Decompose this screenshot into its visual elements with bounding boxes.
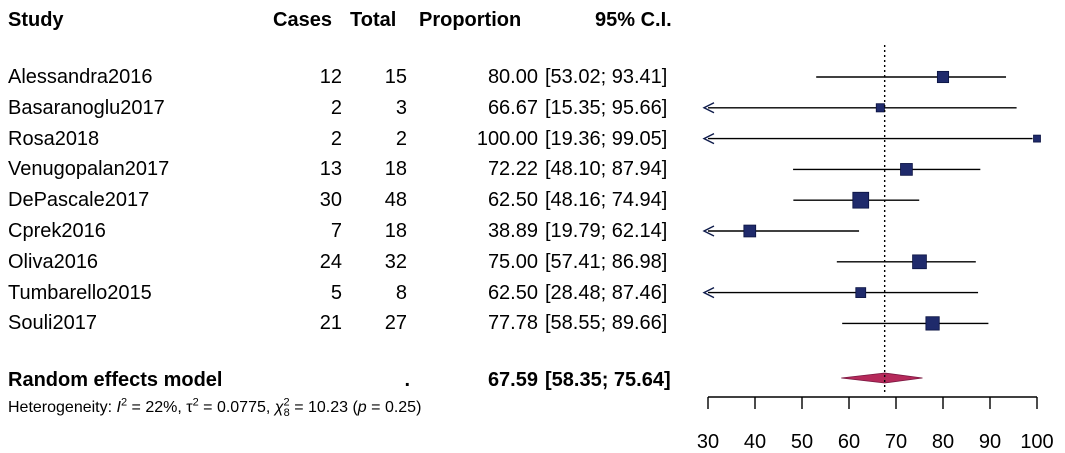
study-name: DePascale2017 xyxy=(8,189,150,212)
ci-arrow xyxy=(702,225,715,237)
x-tick-label: 40 xyxy=(744,431,766,453)
ci-arrow xyxy=(702,102,715,114)
x-tick-label: 60 xyxy=(838,431,860,453)
study-ci: [48.16; 74.94] xyxy=(545,189,668,212)
study-proportion: 62.50 xyxy=(487,281,538,304)
summary-proportion: 67.59 xyxy=(487,369,538,391)
heterogeneity-p: = 0.25) xyxy=(366,399,422,416)
study-cases: 5 xyxy=(330,281,342,304)
point-estimate-marker xyxy=(936,70,950,84)
study-total: 32 xyxy=(384,250,407,273)
study-cases: 30 xyxy=(319,189,342,212)
summary-label: Random effects model xyxy=(8,369,223,391)
study-name: Basaranoglu2017 xyxy=(8,96,165,119)
header-study: Study xyxy=(8,9,64,31)
summary-diamond xyxy=(841,372,923,384)
study-proportion: 100.00 xyxy=(476,127,538,150)
header-cases: Cases xyxy=(273,9,332,31)
study-total: 2 xyxy=(395,127,407,150)
heterogeneity-tau2: = 0.0775, xyxy=(198,399,275,416)
point-estimate-marker xyxy=(743,224,757,238)
study-cases: 2 xyxy=(330,127,342,150)
study-total: 15 xyxy=(384,66,407,88)
point-estimate-marker xyxy=(852,191,870,209)
ci-arrow xyxy=(702,132,715,145)
heterogeneity-prefix: Heterogeneity: xyxy=(8,399,117,416)
study-cases: 24 xyxy=(319,250,342,273)
header-proportion: Proportion xyxy=(419,9,522,31)
study-total: 27 xyxy=(384,312,407,335)
study-ci: [15.35; 95.66] xyxy=(545,96,668,119)
study-ci: [58.55; 89.66] xyxy=(545,312,668,335)
ci-arrow xyxy=(702,286,715,299)
study-proportion: 77.78 xyxy=(487,312,538,335)
study-proportion: 72.22 xyxy=(487,158,538,181)
study-total: 8 xyxy=(395,281,407,304)
study-proportion: 66.67 xyxy=(487,96,538,119)
study-name: Oliva2016 xyxy=(8,250,99,273)
x-tick-label: 80 xyxy=(932,431,954,453)
study-ci: [19.36; 99.05] xyxy=(545,127,668,150)
study-total: 48 xyxy=(384,189,407,212)
study-ci: [28.48; 87.46] xyxy=(545,281,668,304)
study-total: 18 xyxy=(384,220,407,242)
study-cases: 12 xyxy=(319,66,342,88)
heterogeneity-df: 8 xyxy=(283,407,290,420)
study-ci: [19.79; 62.14] xyxy=(545,220,668,242)
point-estimate-marker xyxy=(900,163,913,176)
study-cases: 7 xyxy=(330,220,342,242)
point-estimate-marker xyxy=(1033,134,1041,143)
x-tick-label: 50 xyxy=(791,431,813,453)
study-name: Rosa2018 xyxy=(8,127,100,150)
heterogeneity-i2: = 22%, xyxy=(131,399,187,416)
x-tick-label: 90 xyxy=(979,431,1001,453)
study-name: Tumbarello2015 xyxy=(8,281,152,304)
study-cases: 13 xyxy=(319,158,342,181)
study-cases: 2 xyxy=(330,96,342,119)
point-estimate-marker xyxy=(875,103,885,113)
point-estimate-marker xyxy=(912,254,927,270)
study-ci: [57.41; 86.98] xyxy=(545,250,668,273)
summary-ci: [58.35; 75.64] xyxy=(545,369,671,391)
study-proportion: 38.89 xyxy=(487,220,538,242)
x-tick-label: 70 xyxy=(885,431,907,453)
summary-cases: . xyxy=(404,369,410,391)
study-proportion: 62.50 xyxy=(487,189,538,212)
study-name: Cprek2016 xyxy=(8,220,106,242)
study-ci: [48.10; 87.94] xyxy=(545,158,668,181)
study-proportion: 80.00 xyxy=(487,66,538,88)
heterogeneity-stats: Heterogeneity: I2 = 22%, τ2 = 0.0775, χ2… xyxy=(8,396,422,420)
study-total: 18 xyxy=(384,158,407,181)
header-total: Total xyxy=(350,9,397,31)
study-name: Venugopalan2017 xyxy=(8,158,170,181)
study-total: 3 xyxy=(395,96,407,119)
study-name: Souli2017 xyxy=(8,312,97,335)
heterogeneity-chi: = 10.23 ( xyxy=(289,399,358,416)
point-estimate-marker xyxy=(925,316,940,331)
x-tick-label: 100 xyxy=(1020,431,1053,453)
study-cases: 21 xyxy=(319,312,342,335)
x-tick-label: 30 xyxy=(697,431,719,453)
study-name: Alessandra2016 xyxy=(8,66,153,88)
header-ci: 95% C.I. xyxy=(595,9,672,31)
point-estimate-marker xyxy=(855,287,867,298)
study-proportion: 75.00 xyxy=(487,250,538,273)
study-ci: [53.02; 93.41] xyxy=(545,66,668,88)
